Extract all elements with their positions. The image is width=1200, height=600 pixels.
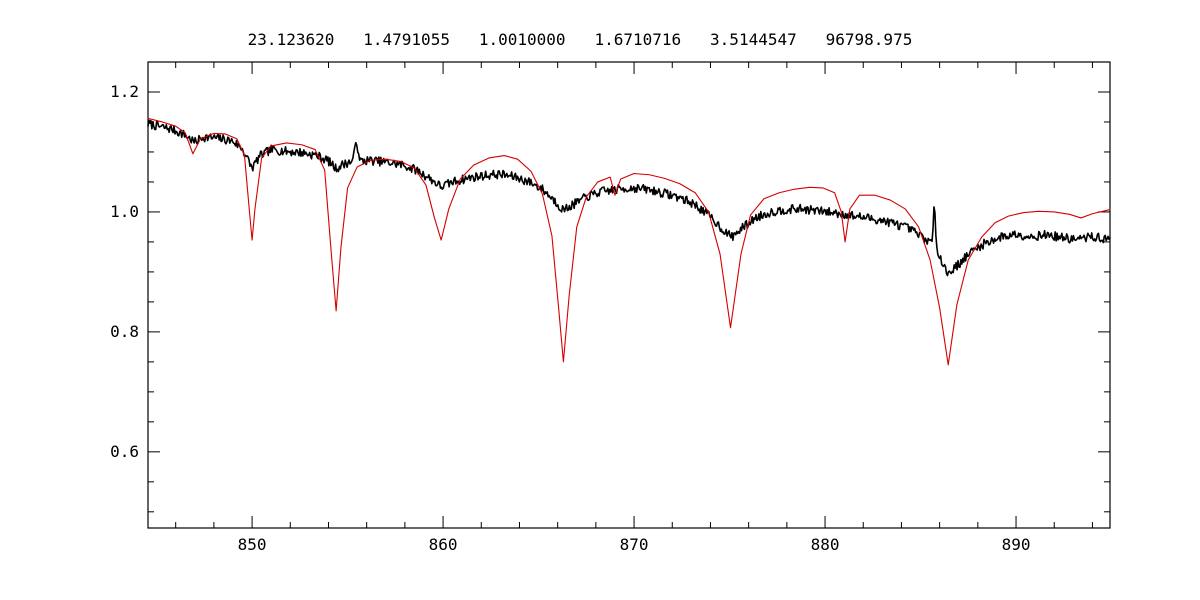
x-axis-tick-label: 890 <box>1002 535 1031 554</box>
observed-spectrum-line <box>147 119 1111 277</box>
axis-tick-labels: 850 860 870 880 890 0.6 0.8 1.0 1.2 <box>110 82 1030 554</box>
plot-frame <box>147 61 1111 529</box>
plot-title-parameters: 23.123620 1.4791055 1.0010000 1.6710716 … <box>247 30 913 49</box>
x-axis-tick-label: 870 <box>620 535 649 554</box>
x-axis-tick-label: 860 <box>429 535 458 554</box>
y-axis-tick-label: 1.2 <box>110 82 139 101</box>
axis-ticks <box>148 62 1110 528</box>
x-axis-tick-label: 850 <box>238 535 267 554</box>
spectra-series <box>147 117 1111 366</box>
y-axis-tick-label: 0.6 <box>110 442 139 461</box>
y-axis-tick-label: 1.0 <box>110 202 139 221</box>
plot-frame-box <box>147 61 1111 529</box>
model-spectrum-line <box>147 117 1111 366</box>
y-axis-tick-label: 0.8 <box>110 322 139 341</box>
x-axis-tick-label: 880 <box>811 535 840 554</box>
